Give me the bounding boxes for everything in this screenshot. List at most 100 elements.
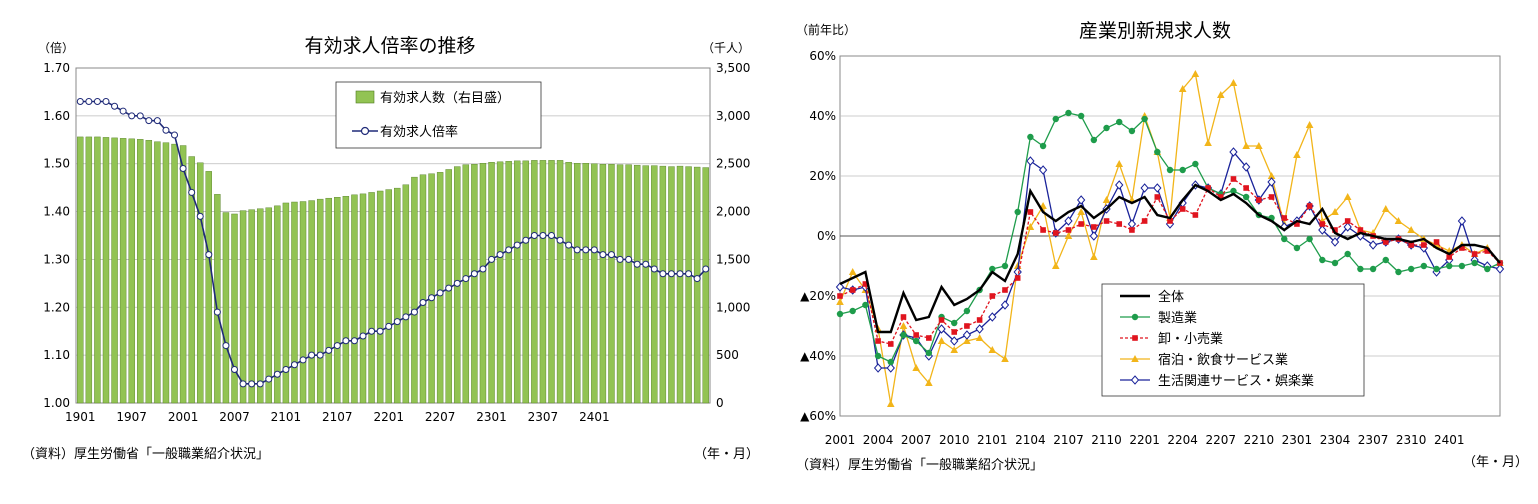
left-x-tick-label: 2001 [168, 410, 199, 424]
left-bar [471, 163, 478, 404]
series-point [899, 322, 908, 329]
series-point [989, 293, 996, 299]
series-point [1103, 124, 1110, 132]
left-bar [171, 143, 178, 404]
ratio-point [265, 375, 273, 383]
series-point [1154, 148, 1161, 156]
legend-label: 生活関連サービス・娯楽業 [1158, 373, 1314, 389]
series-point [886, 363, 895, 373]
ratio-point [256, 380, 264, 388]
legend-label: 宿泊・飲食サービス業 [1158, 352, 1288, 368]
left-bar [359, 193, 367, 404]
series-0 [839, 183, 1501, 334]
series-point [1039, 142, 1047, 150]
right-chart-x-tick-label: 2307 [1358, 433, 1389, 447]
series-point [1166, 166, 1174, 174]
right-chart-y-tick-label: 40% [809, 109, 836, 123]
right-chart-x-tick-label: 2101 [977, 433, 1008, 447]
left-bar [291, 201, 298, 404]
left-bar [402, 184, 410, 404]
series-point [1178, 85, 1187, 92]
right-chart-y-ticks: 60% 40% 20% 0% ▲20% ▲40% ▲60% [800, 49, 836, 423]
right-chart-x-tick-label: 2010 [939, 433, 970, 447]
left-gridlines [76, 115, 710, 356]
series-point [988, 346, 997, 353]
ratio-point [325, 346, 333, 354]
series-point [1103, 218, 1110, 224]
right-chart-x-ticks: 2001 2004 2007 2010 2101 2104 2107 2110 2201 2204… [825, 433, 1465, 447]
legend-ratio-marker [360, 126, 370, 136]
left-bar [111, 137, 118, 404]
ratio-point [359, 332, 367, 340]
series-point [1267, 172, 1276, 179]
ratio-point [128, 112, 136, 120]
ratio-point [488, 255, 496, 263]
left-y-tick-label: 1.60 [43, 109, 70, 123]
left-bar [265, 207, 272, 404]
series-point [963, 307, 971, 315]
left-bar [702, 167, 709, 404]
series-point [1000, 300, 1010, 310]
series-point [887, 341, 894, 347]
series-point [1204, 139, 1212, 146]
left-bar [282, 202, 290, 404]
ratio-point [376, 327, 384, 335]
right-chart-x-tick-label: 2001 [825, 433, 856, 447]
series-point [1459, 245, 1465, 251]
ratio-point [479, 265, 487, 273]
left-bar [205, 171, 212, 404]
ratio-point [659, 270, 667, 278]
series-point [1306, 235, 1313, 243]
left-y-tick-label: 1.30 [43, 252, 70, 266]
left-y-tick-label: 1.10 [43, 348, 70, 362]
ratio-point [453, 279, 461, 287]
series-point [835, 282, 845, 292]
series-point [1471, 259, 1478, 267]
left-bar [522, 160, 529, 404]
series-point [976, 317, 983, 323]
left-x-tick-label: 1901 [65, 410, 96, 424]
series-point [913, 332, 919, 338]
left-bar [351, 194, 358, 404]
left-bar [316, 198, 324, 404]
left-bar [531, 160, 538, 404]
ratio-point [231, 366, 238, 373]
legend-entry: 全体 [1120, 289, 1184, 305]
right-y-unit: （千人） [702, 41, 750, 55]
right-x-unit: （年・月） [1463, 455, 1528, 470]
series-point [1331, 208, 1339, 215]
ratio-point [410, 308, 418, 316]
series-point [1154, 194, 1161, 200]
ratio-point [222, 342, 230, 350]
series-point [1002, 287, 1008, 293]
ratio-point [119, 107, 127, 115]
series-point [1167, 218, 1173, 224]
series-point [975, 324, 984, 334]
ratio-point [419, 299, 427, 306]
series-2 [837, 176, 1503, 347]
series-point [1241, 162, 1251, 172]
series-point [1077, 208, 1085, 215]
ratio-point [556, 236, 564, 244]
right-chart-y-tick-label: ▲20% [800, 289, 836, 303]
right-chart-x-tick-label: 2007 [901, 433, 932, 447]
right-chart-y-tick-label: ▲40% [800, 349, 836, 363]
right-chart-x-tick-label: 2207 [1205, 433, 1236, 447]
left-x-unit: （年・月） [694, 447, 759, 462]
series-point [1255, 142, 1263, 149]
series-point [1014, 208, 1021, 216]
series-point [1065, 227, 1072, 233]
ratio-point [162, 126, 170, 134]
left-bar [539, 160, 547, 404]
left-bar [128, 138, 135, 404]
left-bar [659, 165, 667, 404]
series-point [1332, 227, 1338, 233]
left-bar [599, 163, 607, 404]
series-point [1090, 253, 1098, 260]
ratio-point [625, 255, 633, 263]
ratio-point [102, 98, 110, 105]
series-point [1242, 193, 1250, 201]
series-point [1077, 112, 1085, 120]
left-bar [394, 187, 401, 404]
series-point [1205, 185, 1211, 191]
